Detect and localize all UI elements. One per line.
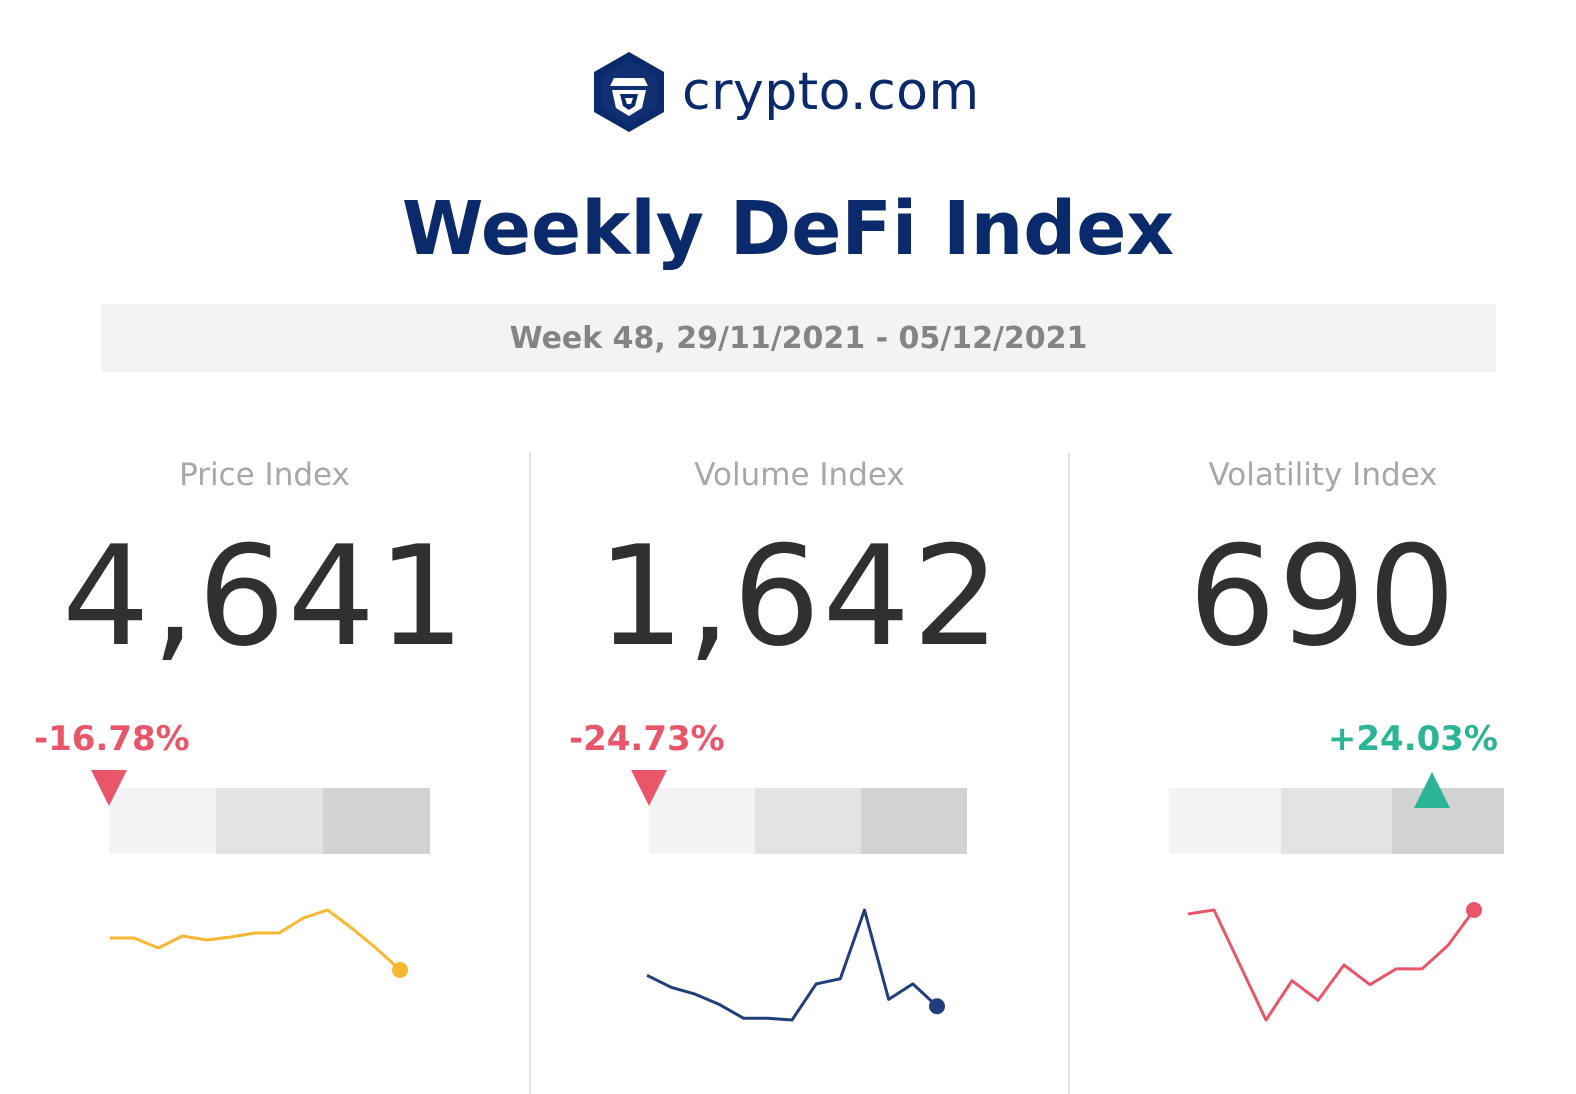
gauge-segment-mid — [755, 788, 861, 854]
price-index-gauge — [109, 788, 430, 854]
volatility-index-up-arrow-icon — [1414, 772, 1451, 808]
brand-name: crypto.com — [682, 62, 980, 122]
volatility-index-gauge — [1169, 788, 1505, 854]
price-index-value: 4,641 — [61, 516, 468, 677]
volatility-index-change: +24.03% — [1327, 719, 1498, 759]
page-title: Weekly DeFi Index — [401, 186, 1175, 272]
gauge-segment-mid — [216, 788, 323, 854]
sparkline-end-point — [1466, 902, 1482, 918]
brand-header: crypto.com — [594, 52, 980, 132]
volatility-index-sparkline — [1187, 902, 1482, 1022]
week-range-text: Week 48, 29/11/2021 - 05/12/2021 — [509, 320, 1088, 356]
sparkline-end-point — [392, 962, 408, 978]
volume-index-label: Volume Index — [694, 457, 905, 493]
price-index-change: -16.78% — [34, 719, 190, 759]
sparkline-end-point — [929, 998, 945, 1015]
sparkline-path — [1187, 908, 1476, 1022]
volatility-index-value: 690 — [1188, 516, 1458, 677]
price-index-label: Price Index — [179, 457, 350, 493]
volatility-index-label: Volatility Index — [1208, 457, 1438, 493]
column-divider — [1068, 453, 1070, 1094]
price-index-down-arrow-icon — [91, 770, 127, 806]
gauge-segment-mid — [1280, 788, 1393, 854]
price-index-sparkline — [110, 908, 408, 978]
volume-index-down-arrow-icon — [631, 770, 667, 806]
volatility-index-panel: Volatility Index 690 +24.03% — [1070, 430, 1576, 1094]
volume-index-panel: Volume Index 1,642 -24.73% — [531, 430, 1068, 1094]
sparkline-path — [646, 908, 939, 1022]
volume-index-sparkline — [646, 908, 945, 1022]
sparkline-path — [110, 908, 402, 972]
crypto-lion-shield-icon — [594, 52, 664, 132]
volume-index-value: 1,642 — [596, 516, 1003, 677]
gauge-segment-high — [861, 788, 967, 854]
column-divider — [529, 453, 531, 1094]
volume-index-change: -24.73% — [569, 719, 725, 759]
price-index-panel: Price Index 4,641 -16.78% — [0, 430, 529, 1094]
volume-index-gauge — [649, 788, 967, 854]
week-range-bar: Week 48, 29/11/2021 - 05/12/2021 — [101, 304, 1496, 372]
gauge-segment-high — [323, 788, 430, 854]
gauge-segment-low — [1169, 788, 1281, 854]
